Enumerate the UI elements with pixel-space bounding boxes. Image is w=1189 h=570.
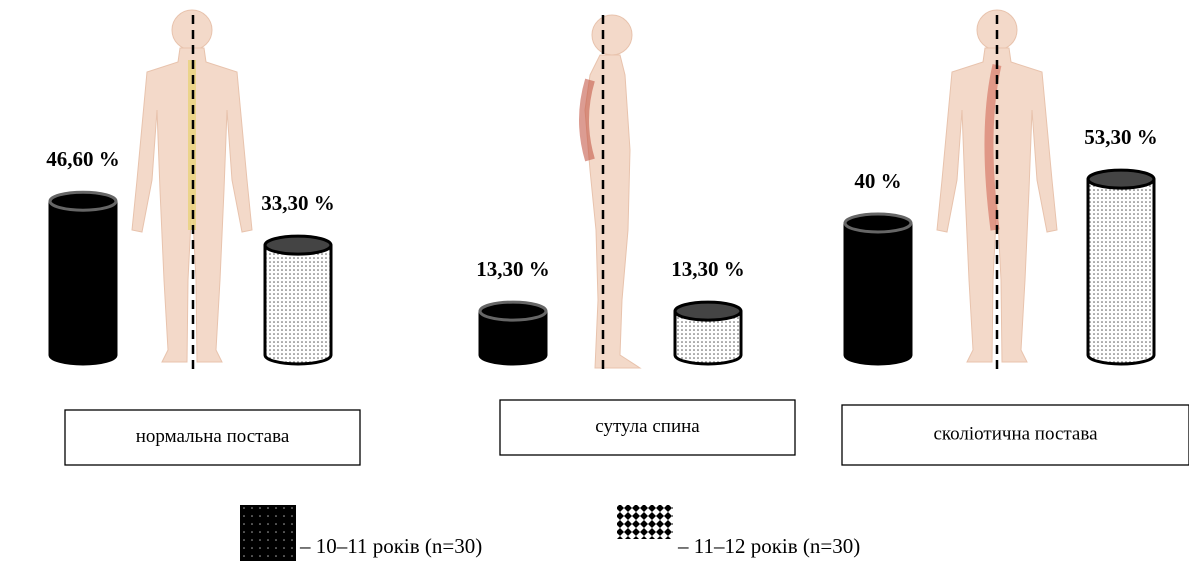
value-label: 46,60 % (46, 147, 120, 171)
value-label: 33,30 % (261, 191, 335, 215)
cylinder-top (673, 300, 743, 322)
cylinder-top (478, 300, 548, 322)
value-label: 13,30 % (671, 257, 745, 281)
value-label: 53,30 % (1084, 125, 1158, 149)
figure-normal (131, 9, 253, 370)
category-box (64, 409, 361, 466)
legend-label: – 11–12 років (n=30) (677, 534, 860, 558)
cylinder-top (48, 190, 118, 212)
category-box (499, 399, 796, 456)
figure-slouch (579, 14, 642, 370)
legend-swatch (617, 505, 673, 539)
cylinder-top (1086, 168, 1156, 190)
value-label: 13,30 % (476, 257, 550, 281)
cylinder-body (50, 201, 116, 355)
cylinder-body (265, 245, 331, 355)
legend: – 10–11 років (n=30) – 11–12 років (n=30… (240, 505, 860, 561)
cylinder-top (263, 234, 333, 256)
legend-label: – 10–11 років (n=30) (299, 534, 482, 558)
category-box (841, 404, 1189, 466)
category-label: сутула спина (595, 416, 700, 437)
category-label: сколіотична постава (933, 423, 1098, 444)
category-label: нормальна постава (136, 426, 290, 447)
cylinder-top (843, 212, 913, 234)
figure-scoliosis (936, 9, 1058, 370)
value-label: 40 % (854, 169, 901, 193)
legend-swatch (240, 505, 296, 561)
cylinder-body (845, 223, 911, 355)
cylinder-body (1088, 179, 1154, 355)
